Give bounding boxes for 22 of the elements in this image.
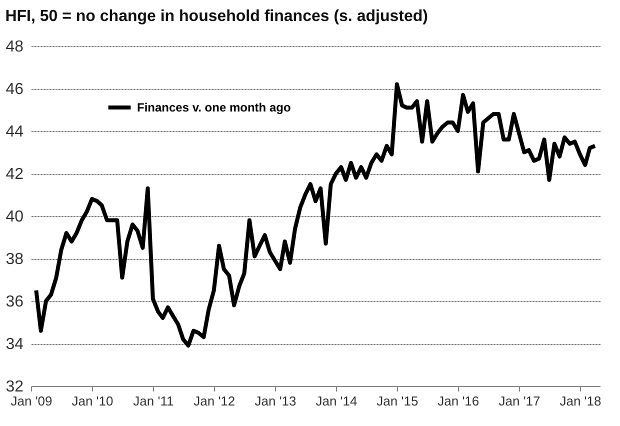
y-tick-label: 46 <box>6 81 24 98</box>
x-tick-label: Jan '16 <box>438 394 480 408</box>
y-tick-label: 40 <box>6 208 24 226</box>
x-tick-label: Jan '10 <box>72 394 114 408</box>
legend-label: Finances v. one month ago <box>137 100 291 114</box>
x-tick-label: Jan '17 <box>498 394 540 408</box>
x-tick-label: Jan '11 <box>133 394 174 408</box>
x-tick-label: Jan '14 <box>316 394 358 408</box>
line-series <box>34 82 597 348</box>
chart-title: HFI, 50 = no change in household finances (s. adjusted) <box>5 8 428 25</box>
y-tick-label: 34 <box>6 336 24 353</box>
y-tick-label: 48 <box>6 38 24 56</box>
x-tick-label: Jan '13 <box>254 394 296 408</box>
y-tick-label: 38 <box>6 251 24 268</box>
x-tick-label: Jan '12 <box>194 394 236 408</box>
y-tick-label: 42 <box>6 166 24 183</box>
x-tick-label: Jan '09 <box>10 394 52 408</box>
y-tick-label: 44 <box>6 124 24 140</box>
x-tick-label: Jan '15 <box>376 394 418 408</box>
y-tick-label: 36 <box>6 294 24 310</box>
y-tick-label: 32 <box>6 378 24 396</box>
x-tick-label: Jan '18 <box>560 394 602 408</box>
